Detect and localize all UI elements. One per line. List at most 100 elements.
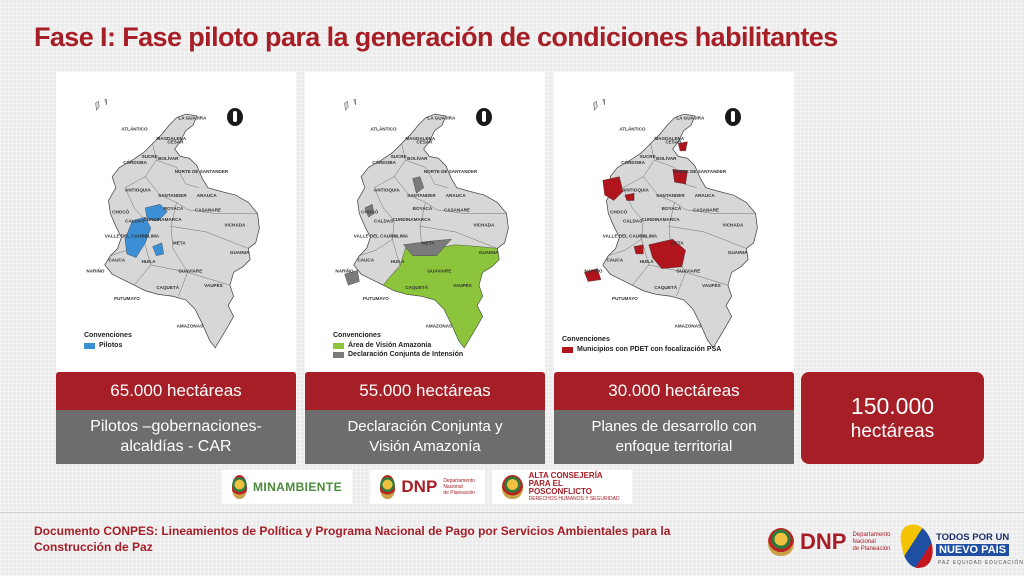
region-label: AMAZONAS	[177, 324, 204, 329]
highlight-area	[364, 203, 375, 218]
region-label: CÓRDOBA	[621, 158, 645, 165]
total-unit: hectáreas	[850, 421, 935, 442]
footer-dnp-logo: DNP Departamento Nacional de Planeación	[768, 528, 890, 556]
region-label: SUCRE	[640, 154, 656, 159]
stat-line: enfoque territorial	[615, 438, 733, 455]
highlight-area	[124, 216, 152, 258]
region-label: PUTUMAYO	[363, 296, 389, 301]
region-label: CHOCÓ	[610, 207, 628, 214]
map-legend: Convenciones Municipios con PDET con foc…	[562, 336, 721, 355]
region-label: META	[671, 241, 684, 246]
total-box: 150.000 hectáreas	[801, 372, 984, 464]
alta-line: PARA EL POSCONFLICTO	[528, 479, 593, 496]
region-label: CASANARE	[195, 208, 221, 213]
region-label: CÓRDOBA	[123, 158, 147, 165]
region-label: LA GUAJIRA	[676, 116, 705, 121]
region-label: ARAUCA	[446, 193, 467, 198]
tpun-tagline: PAZ EQUIDAD EDUCACIÓN	[938, 560, 1024, 566]
dnp-sub-line: de Planeación	[443, 490, 476, 496]
region-label: META	[173, 241, 186, 246]
colombia-seal-icon	[768, 528, 794, 556]
legend-swatch	[333, 351, 344, 358]
todos-por-un-nuevo-pais-logo: TODOS POR UN NUEVO PAÍS PAZ EQUIDAD EDUC…	[897, 520, 1024, 572]
highlight-area	[602, 176, 624, 201]
region-label: BOYACÁ	[413, 205, 433, 211]
region-label: AMAZONAS	[675, 324, 702, 329]
region-label: HUILA	[640, 259, 655, 264]
map-panel-amazonia: LA GUAJIRA ATLÁNTICO MAGDALENA CESAR SUCRE CÓ…	[305, 72, 545, 372]
department-border	[373, 143, 406, 188]
country-outline	[104, 113, 260, 349]
minambiente-logo: MINAMBIENTE	[222, 470, 352, 504]
highlight-area	[633, 244, 644, 255]
region-label: SUCRE	[391, 154, 407, 159]
region-label: BOLÍVAR	[407, 154, 428, 161]
department-border	[436, 209, 507, 214]
north-arrow-icon	[476, 108, 492, 126]
stat-box-amazonia: 55.000 hectáreas Declaración Conjunta y …	[305, 372, 545, 464]
region-label: CALDAS	[623, 219, 642, 224]
stat-description: Pilotos –gobernaciones- alcaldías - CAR	[56, 410, 296, 464]
department-border	[178, 272, 188, 297]
highlight-area	[344, 270, 360, 286]
region-label: GUAINIA	[479, 250, 499, 255]
region-label: ATLÁNTICO	[121, 126, 148, 132]
region-label: VALLE DEL CAUCA	[603, 233, 647, 238]
footer-divider	[0, 512, 1024, 513]
department-border	[669, 226, 747, 249]
department-border	[676, 272, 686, 297]
region-label: BOYACÁ	[164, 205, 184, 211]
department-border	[359, 239, 393, 256]
islands	[95, 99, 107, 111]
region-label: GUAVIARE	[676, 268, 700, 273]
legend-swatch	[562, 346, 573, 353]
region-label: GUAINIA	[728, 250, 748, 255]
department-border	[134, 264, 151, 286]
stat-box-pdet: 30.000 hectáreas Planes de desarrollo co…	[554, 372, 794, 464]
alta-line: DERECHOS HUMANOS Y SEGURIDAD	[528, 496, 620, 502]
stat-box-pilotos: 65.000 hectáreas Pilotos –gobernaciones-…	[56, 372, 296, 464]
legend-label: Área de Visión Amazonía	[348, 342, 432, 349]
stat-line: Visión Amazonía	[369, 438, 481, 455]
region-label: SANTANDER	[407, 193, 436, 198]
region-label: VAUPÉS	[453, 281, 472, 288]
legend-label: Pilotos	[99, 342, 123, 349]
department-border	[124, 143, 157, 188]
highlight-area	[403, 238, 452, 256]
stat-hectares: 65.000 hectáreas	[56, 372, 296, 410]
dnp-sub-line: de Planeación	[852, 545, 891, 552]
footer-document-title: Documento CONPES: Lineamientos de Políti…	[34, 524, 671, 554]
dnp-sub-line: Nacional	[443, 484, 463, 490]
region-label: MAGDALENA	[405, 136, 436, 141]
country-outline	[353, 113, 509, 349]
department-border	[143, 239, 188, 273]
legend-item: Declaración Conjunta de Intensión	[333, 351, 463, 358]
department-border	[632, 264, 649, 286]
page-title: Fase I: Fase piloto para la generación d…	[34, 22, 838, 52]
map-legend: Convenciones Pilotos	[84, 332, 132, 351]
region-label: CALDAS	[125, 219, 144, 224]
region-label: SANTANDER	[656, 193, 685, 198]
dnp-text: DNP	[401, 477, 438, 496]
department-border	[145, 176, 188, 210]
dnp-subtitle: Departamento Nacional de Planeación	[852, 532, 890, 553]
legend-swatch	[84, 342, 95, 349]
region-label: ATLÁNTICO	[370, 126, 397, 132]
region-label: CÓRDOBA	[372, 158, 396, 165]
tpun-main-text: NUEVO PAÍS	[936, 544, 1010, 556]
department-border	[394, 176, 437, 210]
alta-line: ALTA CONSEJERÍA	[528, 471, 603, 480]
region-label: NORTE DE SANTANDER	[175, 169, 229, 174]
region-label: CAQUETÁ	[156, 284, 179, 290]
highlight-area	[584, 268, 602, 282]
region-label: NORTE DE SANTANDER	[424, 169, 478, 174]
region-label: CESAR	[665, 140, 682, 145]
department-border	[685, 209, 756, 214]
legend-label: Municipios con PDET con focalización PSA	[577, 346, 722, 353]
dnp-subtitle: Departamento Nacional de Planeación	[443, 478, 475, 496]
region-label: CALDAS	[374, 219, 393, 224]
region-label: GUAVIARE	[178, 268, 202, 273]
region-label: NARIÑO	[335, 267, 354, 273]
region-label: CUNDINAMARCA	[143, 217, 182, 222]
